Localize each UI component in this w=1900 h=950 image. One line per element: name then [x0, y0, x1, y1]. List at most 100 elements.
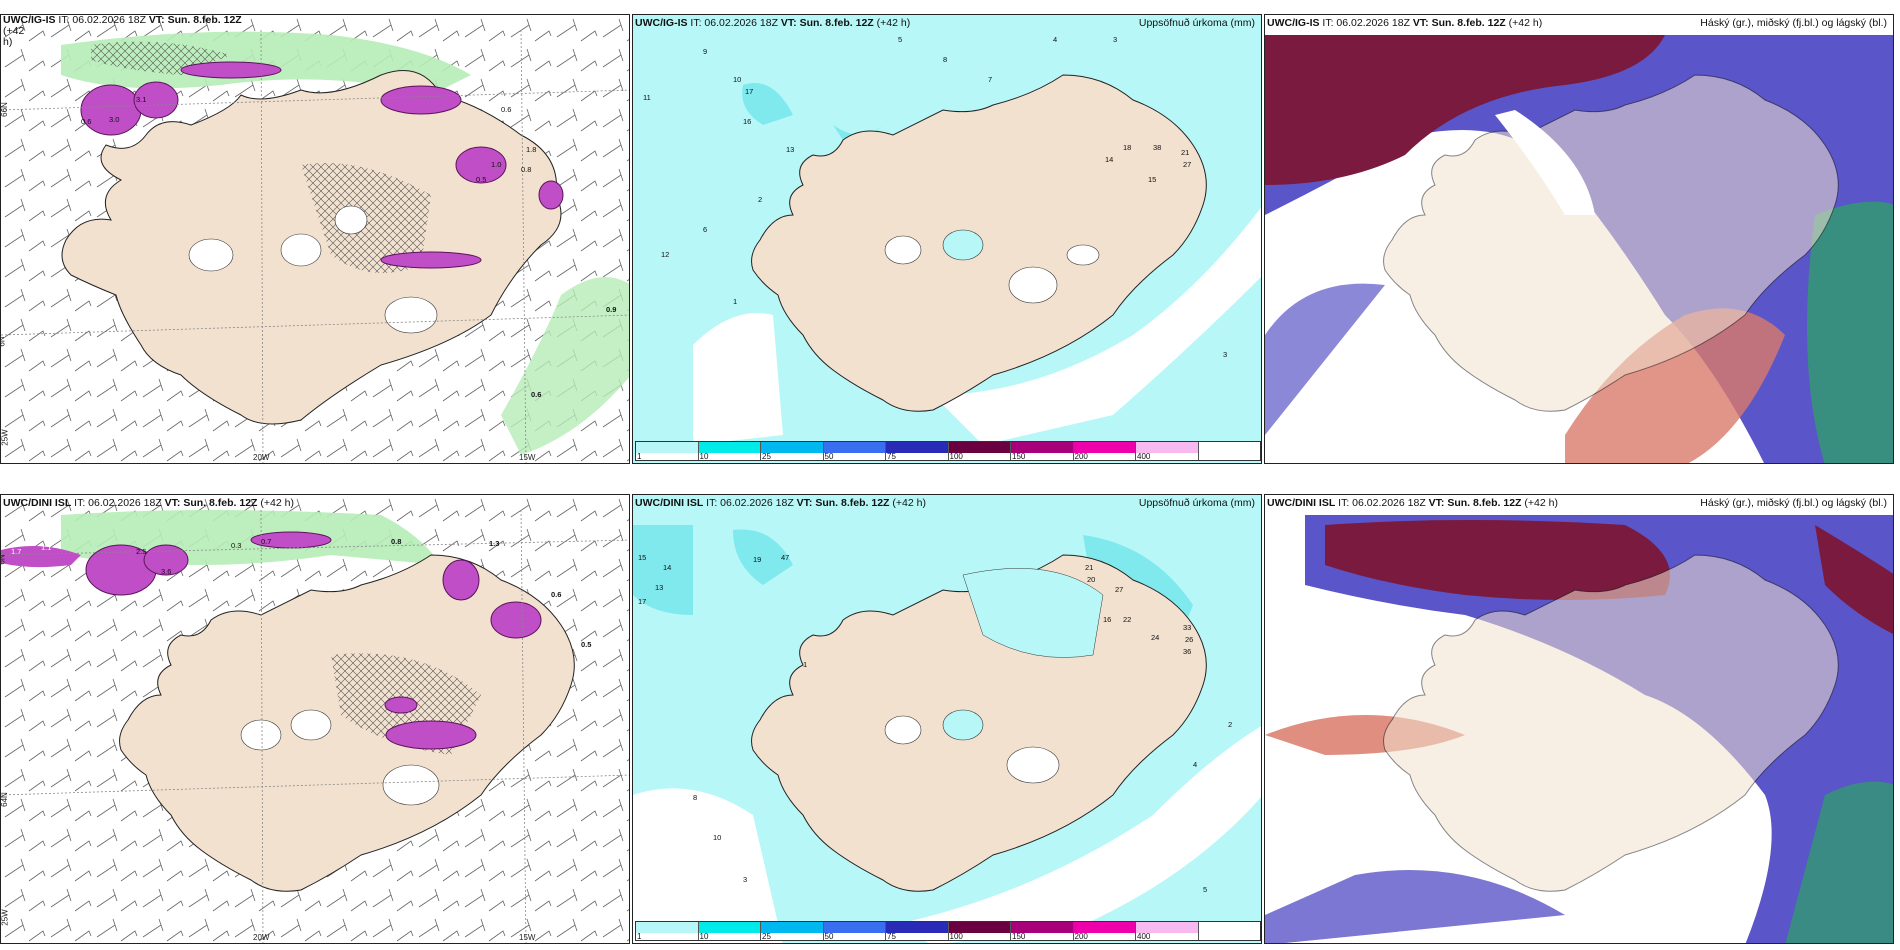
- colorbar-label: 200: [1074, 452, 1088, 461]
- panel-header: UWC/IG-IS IT: 06.02.2026 18Z VT: Sun. 8.…: [635, 17, 911, 29]
- snow-value: 3.1: [136, 95, 147, 104]
- colorbar-segment: [1198, 922, 1260, 940]
- precip-value: 21: [1181, 148, 1190, 157]
- snow-value: 0.9: [606, 305, 617, 314]
- lat-label: 6N: [0, 554, 7, 565]
- precip-value: 8: [693, 793, 698, 802]
- colorbar-label: 50: [824, 932, 834, 941]
- precip-value: 2: [1228, 720, 1233, 729]
- precip-value: 15: [638, 553, 647, 562]
- precip-colorbar: 1 10 25 50 75 100 150 200 400: [635, 921, 1261, 941]
- snow-value: 0.5: [476, 175, 487, 184]
- lon-label: 15W: [519, 453, 536, 462]
- colorbar-segment: 1: [636, 922, 699, 941]
- wind-snow-map: [1, 495, 629, 943]
- precip-map: [633, 495, 1261, 943]
- precip-value: 14: [663, 563, 672, 572]
- snow-value: 0.6: [531, 390, 542, 399]
- panel-title: Uppsöfnuð úrkoma (mm): [1138, 17, 1255, 29]
- precip-value: 10: [713, 833, 722, 842]
- precip-value: 10: [733, 75, 742, 84]
- snow-value: 1.1: [41, 543, 52, 552]
- precip-value: 13: [786, 145, 795, 154]
- precip-value: 5: [1203, 885, 1208, 894]
- colorbar-segment: [1198, 442, 1260, 460]
- precip-colorbar: 1 10 25 50 75 100 150 200 400: [635, 441, 1261, 461]
- colorbar-segment: 50: [823, 922, 886, 941]
- snow-value: 0.5: [581, 640, 592, 649]
- snow-value: 3.6: [161, 567, 172, 576]
- precip-value: 17: [638, 597, 647, 606]
- colorbar-label: 100: [949, 932, 963, 941]
- panel-bottom-mid-map: UWC/DINI ISL IT: 06.02.2026 18Z VT: Sun.…: [632, 494, 1262, 944]
- colorbar-label: 400: [1137, 452, 1151, 461]
- snow-value: 1.0: [491, 160, 502, 169]
- snow-value: 0.3: [231, 541, 242, 550]
- panel-header: UWC/IG-IS IT: 06.02.2026 18Z VT: Sun. 8.…: [1267, 17, 1543, 29]
- precip-value: 27: [1115, 585, 1124, 594]
- precip-value: 16: [1103, 615, 1112, 624]
- lon-label: 20W: [253, 933, 270, 942]
- precip-value: 27: [1183, 160, 1192, 169]
- snow-value: 0.8: [391, 537, 402, 546]
- precip-value: 12: [661, 250, 670, 259]
- snow-value: 0.6: [551, 590, 562, 599]
- snow-value: 0.7: [261, 537, 272, 546]
- colorbar-label: 25: [762, 452, 771, 461]
- precip-value: 1: [733, 297, 738, 306]
- colorbar-segment: 400: [1136, 442, 1199, 461]
- colorbar-label: 10: [699, 932, 709, 941]
- precip-value: 38: [1153, 143, 1162, 152]
- lat-label: 25W: [0, 429, 10, 446]
- precip-value: 47: [781, 553, 790, 562]
- colorbar-segment: 10: [698, 922, 761, 941]
- precip-value: 16: [743, 117, 752, 126]
- colorbar-segment: 50: [823, 442, 886, 461]
- cloud-map: [1265, 15, 1893, 463]
- colorbar-label: 1: [637, 452, 642, 461]
- precip-value: 19: [753, 555, 762, 564]
- snow-value: 1.7: [11, 547, 22, 556]
- colorbar-label: 75: [887, 452, 896, 461]
- lat-label: 25W: [0, 909, 10, 926]
- colorbar-label: 150: [1012, 452, 1026, 461]
- lat-label: 66N: [0, 102, 9, 117]
- precip-value: 26: [1185, 635, 1194, 644]
- colorbar-label: 1: [637, 932, 642, 941]
- panel-header: UWC/IG-IS IT: 06.02.2026 18Z VT: Sun. 8.…: [3, 14, 242, 48]
- colorbar-segment: 200: [1073, 442, 1136, 461]
- precip-value: 3: [743, 875, 748, 884]
- panel-title: Háský (gr.), miðský (fj.bl.) og lágský (…: [1700, 497, 1887, 509]
- precip-value: 6: [703, 225, 708, 234]
- precip-value: 2: [758, 195, 763, 204]
- precip-value: 15: [1148, 175, 1157, 184]
- colorbar-segment: 1: [636, 442, 699, 461]
- precip-value: 18: [1123, 143, 1132, 152]
- panel-header: UWC/DINI ISL IT: 06.02.2026 18Z VT: Sun.…: [635, 497, 926, 509]
- snow-value: 0.8: [521, 165, 532, 174]
- colorbar-segment: 10: [698, 442, 761, 461]
- panel-bottom-right-map: UWC/DINI ISL IT: 06.02.2026 18Z VT: Sun.…: [1264, 494, 1894, 944]
- precip-value: 24: [1151, 633, 1160, 642]
- precip-value: 11: [643, 93, 651, 102]
- snow-value: 1.8: [526, 145, 537, 154]
- snow-value: 3.0: [109, 115, 120, 124]
- panel-header: UWC/DINI ISL IT: 06.02.2026 18Z VT: Sun.…: [1267, 497, 1558, 509]
- snow-value: 1.3: [489, 539, 500, 548]
- lat-label: 64N: [0, 792, 9, 807]
- colorbar-label: 100: [949, 452, 963, 461]
- panel-title: Uppsöfnuð úrkoma (mm): [1138, 497, 1255, 509]
- precip-value: 13: [655, 583, 664, 592]
- precip-value: 1: [803, 660, 808, 669]
- precip-value: 17: [745, 87, 754, 96]
- precip-value: 7: [988, 75, 993, 84]
- panel-header: UWC/DINI ISL IT: 06.02.2026 18Z VT: Sun.…: [3, 497, 294, 509]
- panel-top-left-map: UWC/IG-IS IT: 06.02.2026 18Z VT: Sun. 8.…: [0, 14, 630, 464]
- colorbar-label: 400: [1137, 932, 1151, 941]
- colorbar-label: 10: [699, 452, 709, 461]
- panel-top-mid-map: UWC/IG-IS IT: 06.02.2026 18Z VT: Sun. 8.…: [632, 14, 1262, 464]
- precip-value: 5: [898, 35, 903, 44]
- colorbar-label: 50: [824, 452, 834, 461]
- precip-value: 8: [943, 55, 948, 64]
- lon-label: 20W: [253, 453, 270, 462]
